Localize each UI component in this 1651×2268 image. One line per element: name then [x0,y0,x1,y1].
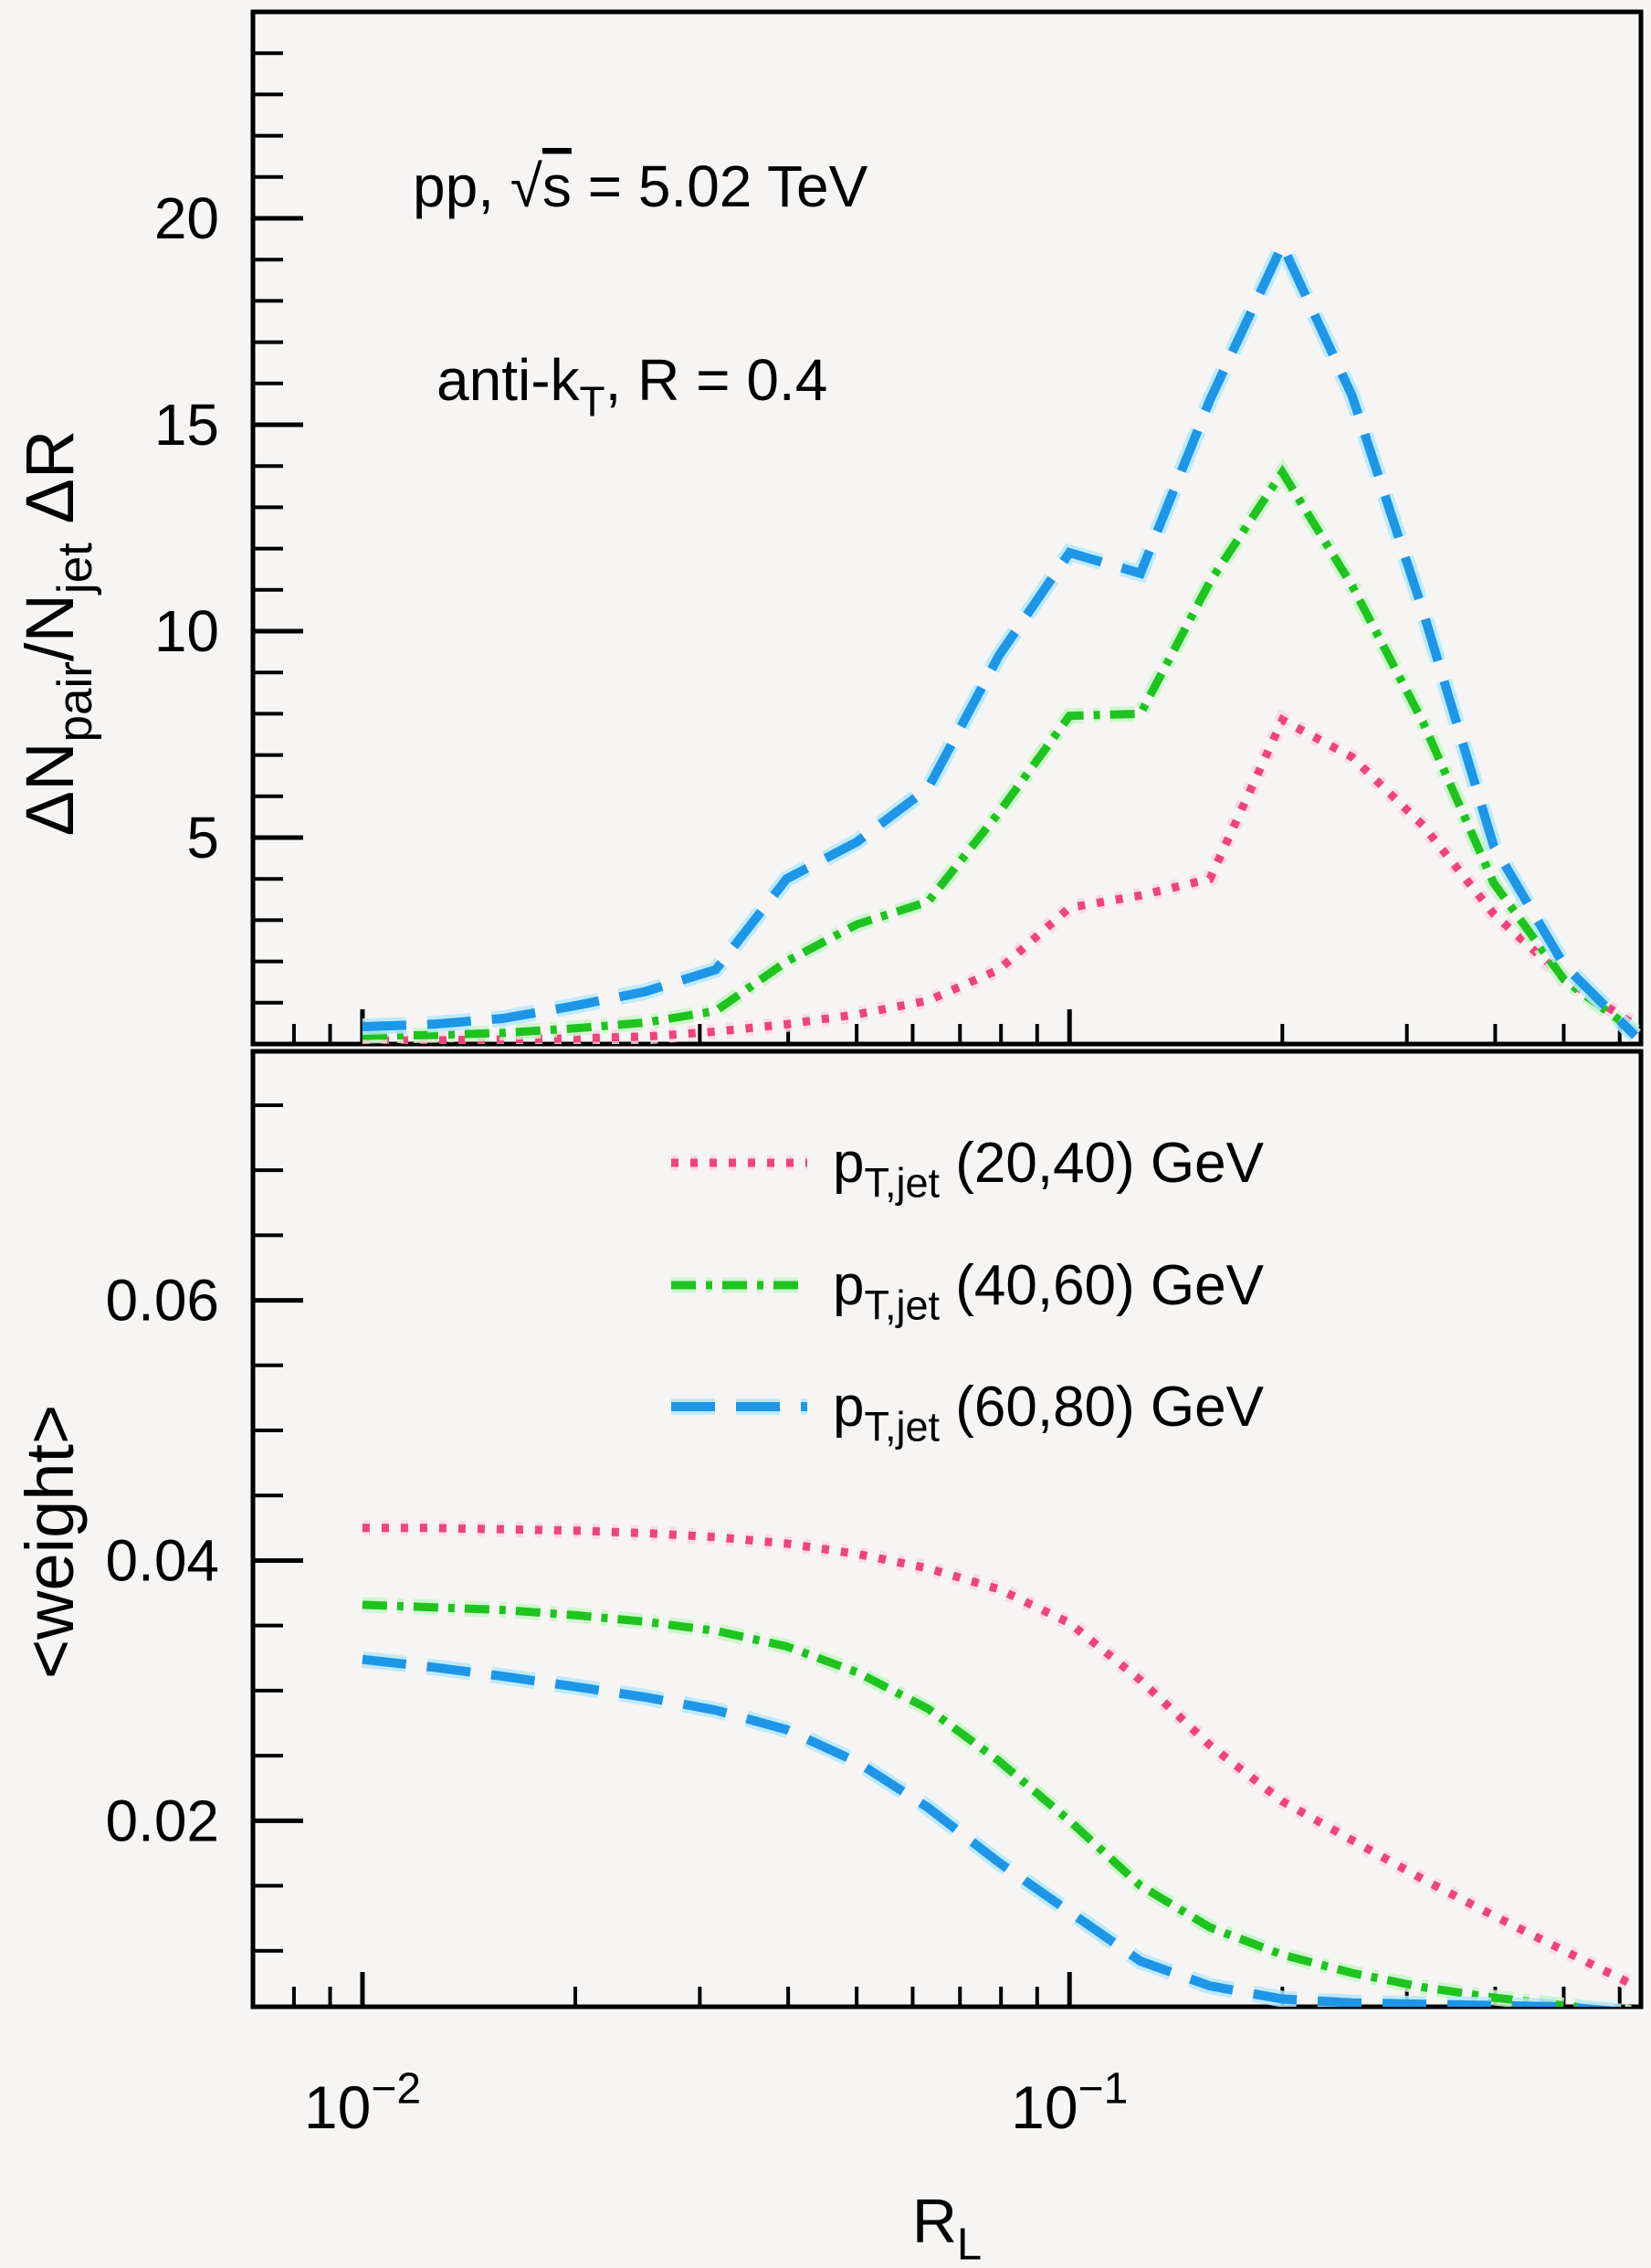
top-y-tick-label-20: 20 [154,185,219,251]
curve-bottom-pt4060 [362,1600,1614,2007]
curve-bottom-pt6080 [362,1654,1614,2007]
legend-item-pt6080: pT,jet (60,80) GeV [671,1376,1265,1450]
y-axis-title-top: ΔNpair/Njet ΔR [12,430,102,837]
top-panel-frame [250,9,1644,1047]
axis-ticks [253,51,1622,2007]
bottom-panel-frame [250,1049,1644,2010]
bottom-y-tick-label-0.04: 0.04 [105,1527,219,1593]
x-tick-label-1: 10−1 [1011,2064,1128,2141]
top-y-tick-label-10: 10 [154,598,219,664]
bottom-y-tick-label-0.06: 0.06 [105,1268,219,1334]
curve-top-pt2040 [362,713,1638,1044]
x-axis-title: RL [912,2187,982,2268]
top-y-tick-label-15: 15 [154,392,219,458]
legend-label-pt4060: pT,jet (40,60) GeV [833,1254,1265,1329]
legend-label-pt2040: pT,jet (20,40) GeV [833,1132,1265,1207]
bottom-panel-curves [361,1520,1639,2007]
annotation-collision-energy: pp, √s = 5.02 TeV [413,153,868,219]
top-y-tick-label-5: 5 [186,805,219,870]
curve-top-pt6080 [362,234,1639,1039]
x-tick-label-0: 10−2 [304,2064,421,2141]
legend-item-pt2040: pT,jet (20,40) GeV [671,1132,1265,1207]
annotation-jet-definition: anti-kT, R = 0.4 [436,347,827,425]
curve-bottom-pt2040 [362,1524,1637,1990]
legend: pT,jet (20,40) GeV pT,jet (40,60) GeV pT,j… [671,1132,1265,1450]
legend-label-pt6080: pT,jet (60,80) GeV [833,1376,1265,1450]
top-panel-curves [362,226,1641,1044]
legend-item-pt4060: pT,jet (40,60) GeV [671,1254,1265,1329]
bottom-y-tick-label-0.02: 0.02 [105,1788,219,1853]
curve-top-pt4060 [362,464,1638,1040]
y-axis-title-bottom: <weight> [12,1405,88,1679]
